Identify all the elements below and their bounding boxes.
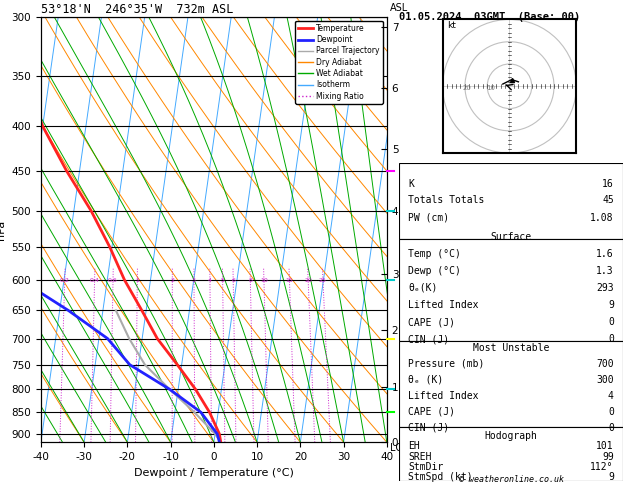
Text: 101: 101 xyxy=(596,441,614,451)
Text: 10: 10 xyxy=(486,85,495,91)
Text: 4: 4 xyxy=(208,278,212,282)
Text: 9: 9 xyxy=(608,472,614,482)
Text: 8: 8 xyxy=(248,278,252,282)
Text: SREH: SREH xyxy=(408,452,432,462)
Text: 293: 293 xyxy=(596,283,614,293)
Text: 1.08: 1.08 xyxy=(590,212,614,223)
Text: CIN (J): CIN (J) xyxy=(408,423,450,433)
Text: 1.3: 1.3 xyxy=(596,266,614,276)
Text: LCL: LCL xyxy=(390,443,408,453)
Text: 5: 5 xyxy=(221,278,225,282)
Text: 9: 9 xyxy=(608,300,614,310)
Text: Dewp (°C): Dewp (°C) xyxy=(408,266,461,276)
Text: 25: 25 xyxy=(319,278,327,282)
Text: Pressure (mb): Pressure (mb) xyxy=(408,359,485,369)
Text: 45: 45 xyxy=(602,195,614,206)
Bar xyxy=(399,239,623,341)
Text: θₑ(K): θₑ(K) xyxy=(408,283,438,293)
Text: 6: 6 xyxy=(231,278,235,282)
Bar xyxy=(399,427,623,481)
Text: 53°18'N  246°35'W  732m ASL: 53°18'N 246°35'W 732m ASL xyxy=(41,3,233,16)
Text: 300: 300 xyxy=(596,375,614,385)
Text: 1.6: 1.6 xyxy=(596,249,614,259)
Text: 16: 16 xyxy=(602,178,614,189)
Text: 3: 3 xyxy=(192,278,196,282)
Text: 0: 0 xyxy=(608,423,614,433)
Text: 4: 4 xyxy=(608,391,614,401)
Text: K: K xyxy=(408,178,415,189)
Text: 0: 0 xyxy=(608,334,614,344)
Text: Lifted Index: Lifted Index xyxy=(408,300,479,310)
Text: Mixing Ratio (g/kg): Mixing Ratio (g/kg) xyxy=(415,205,425,297)
Text: EH: EH xyxy=(408,441,420,451)
Text: 0.1: 0.1 xyxy=(32,278,42,282)
Text: 2: 2 xyxy=(170,278,174,282)
Text: Lifted Index: Lifted Index xyxy=(408,391,479,401)
X-axis label: Dewpoint / Temperature (°C): Dewpoint / Temperature (°C) xyxy=(134,468,294,478)
Y-axis label: hPa: hPa xyxy=(0,220,6,240)
Text: 0.6: 0.6 xyxy=(108,278,118,282)
Text: 20: 20 xyxy=(304,278,312,282)
Text: StmSpd (kt): StmSpd (kt) xyxy=(408,472,473,482)
Text: © weatheronline.co.uk: © weatheronline.co.uk xyxy=(459,475,564,484)
Text: 0.4: 0.4 xyxy=(89,278,99,282)
Text: 01.05.2024  03GMT  (Base: 00): 01.05.2024 03GMT (Base: 00) xyxy=(399,12,581,22)
Text: PW (cm): PW (cm) xyxy=(408,212,450,223)
Text: CIN (J): CIN (J) xyxy=(408,334,450,344)
Text: 112°: 112° xyxy=(590,462,614,472)
Text: Temp (°C): Temp (°C) xyxy=(408,249,461,259)
Text: km
ASL: km ASL xyxy=(390,0,409,13)
Text: 10: 10 xyxy=(260,278,268,282)
Text: 0: 0 xyxy=(608,317,614,327)
Text: 15: 15 xyxy=(286,278,293,282)
Text: kt: kt xyxy=(447,21,456,30)
Bar xyxy=(399,163,623,239)
Text: Hodograph: Hodograph xyxy=(484,431,538,441)
Text: 0: 0 xyxy=(608,407,614,417)
Text: θₑ (K): θₑ (K) xyxy=(408,375,443,385)
Text: Surface: Surface xyxy=(491,232,532,242)
Text: 20: 20 xyxy=(463,85,472,91)
Text: CAPE (J): CAPE (J) xyxy=(408,317,455,327)
Text: 0.2: 0.2 xyxy=(60,278,70,282)
Bar xyxy=(399,341,623,427)
Text: Most Unstable: Most Unstable xyxy=(473,343,549,353)
Text: Totals Totals: Totals Totals xyxy=(408,195,485,206)
Text: 700: 700 xyxy=(596,359,614,369)
Legend: Temperature, Dewpoint, Parcel Trajectory, Dry Adiabat, Wet Adiabat, Isotherm, Mi: Temperature, Dewpoint, Parcel Trajectory… xyxy=(295,21,383,104)
Text: 99: 99 xyxy=(602,452,614,462)
Text: CAPE (J): CAPE (J) xyxy=(408,407,455,417)
Text: StmDir: StmDir xyxy=(408,462,443,472)
Text: 1: 1 xyxy=(135,278,139,282)
